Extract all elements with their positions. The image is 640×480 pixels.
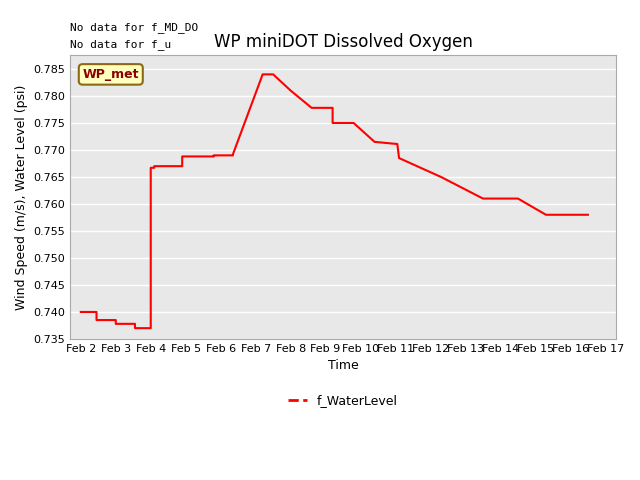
Text: WP_met: WP_met [83,68,139,81]
Y-axis label: Wind Speed (m/s), Water Level (psi): Wind Speed (m/s), Water Level (psi) [15,84,28,310]
X-axis label: Time: Time [328,360,358,372]
Legend: f_WaterLevel: f_WaterLevel [284,389,403,412]
Text: No data for f_MD_DO: No data for f_MD_DO [70,22,198,33]
Text: No data for f_u: No data for f_u [70,39,172,50]
Title: WP miniDOT Dissolved Oxygen: WP miniDOT Dissolved Oxygen [214,33,472,51]
